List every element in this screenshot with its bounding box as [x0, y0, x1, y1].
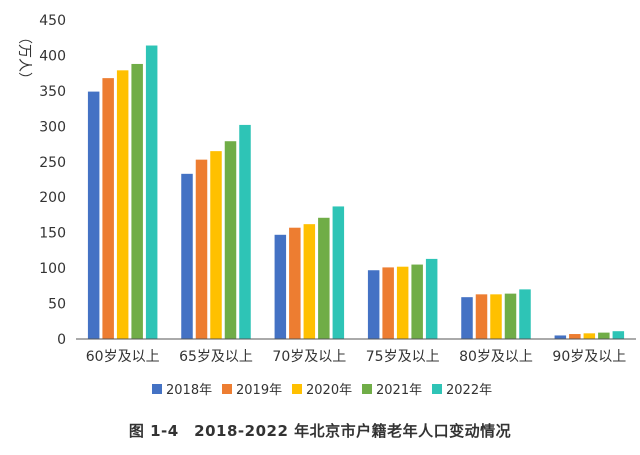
- legend: 2018年 2019年 2020年 2021年 2022年: [152, 383, 492, 398]
- legend-swatch: [292, 384, 302, 394]
- bar: [519, 289, 531, 339]
- bar: [461, 297, 473, 339]
- x-tick-label: 80岁及以上: [459, 349, 533, 365]
- legend-label: 2020年: [306, 383, 352, 398]
- y-tick-label: 0: [57, 332, 66, 348]
- y-tick-label: 150: [39, 226, 66, 242]
- legend-label: 2018年: [166, 383, 212, 398]
- legend-label: 2022年: [446, 383, 492, 398]
- x-tick-label: 70岁及以上: [272, 349, 346, 365]
- bar: [382, 267, 394, 339]
- bar: [332, 206, 345, 339]
- bar: [475, 294, 488, 339]
- bar: [303, 224, 316, 339]
- bar: [612, 331, 625, 339]
- y-tick-label: 50: [48, 297, 66, 313]
- x-tick-label: 90岁及以上: [552, 349, 626, 365]
- legend-swatch: [222, 384, 232, 394]
- bar: [224, 141, 237, 339]
- bar: [396, 266, 409, 339]
- bars: [87, 45, 625, 340]
- bar: [210, 151, 222, 339]
- y-tick-label: 100: [39, 261, 66, 277]
- bar: [195, 159, 208, 339]
- figure-caption: 图 1-4 2018-2022 年北京市户籍老年人口变动情况: [128, 422, 512, 440]
- bar: [504, 293, 517, 339]
- bar: [490, 294, 502, 339]
- bar: [598, 332, 610, 339]
- bar: [367, 270, 380, 339]
- bar: [318, 217, 330, 339]
- y-axis-title: （万人）: [16, 30, 32, 86]
- y-axis-ticks: 0 50 100 150 200 250 300 350 400 450: [39, 13, 66, 348]
- legend-label: 2021年: [376, 383, 422, 398]
- bar: [274, 234, 287, 339]
- bar: [87, 91, 100, 339]
- legend-label: 2019年: [236, 383, 282, 398]
- x-tick-label: 60岁及以上: [86, 349, 160, 365]
- legend-swatch: [432, 384, 442, 394]
- bar: [569, 334, 581, 339]
- y-axis-label: （万人）: [16, 30, 32, 86]
- y-tick-label: 350: [39, 84, 66, 100]
- bar: [289, 227, 301, 339]
- x-tick-label: 75岁及以上: [366, 349, 440, 365]
- bar: [411, 264, 423, 339]
- y-tick-label: 450: [39, 13, 66, 29]
- legend-swatch: [152, 384, 162, 394]
- y-tick-label: 400: [39, 48, 66, 64]
- bar: [554, 335, 567, 339]
- y-tick-label: 250: [39, 155, 66, 171]
- bar: [583, 333, 596, 339]
- y-tick-label: 300: [39, 119, 66, 135]
- x-tick-label: 65岁及以上: [179, 349, 253, 365]
- bar: [116, 70, 129, 339]
- bar: [145, 45, 158, 340]
- legend-swatch: [362, 384, 372, 394]
- bar: [239, 124, 251, 339]
- bar: [181, 173, 193, 339]
- bar: [131, 63, 143, 339]
- y-tick-label: 200: [39, 190, 66, 206]
- bar: [425, 258, 438, 339]
- category-labels: 60岁及以上 65岁及以上 70岁及以上 75岁及以上 80岁及以上 90岁及以上: [86, 349, 626, 365]
- bar: [102, 78, 114, 339]
